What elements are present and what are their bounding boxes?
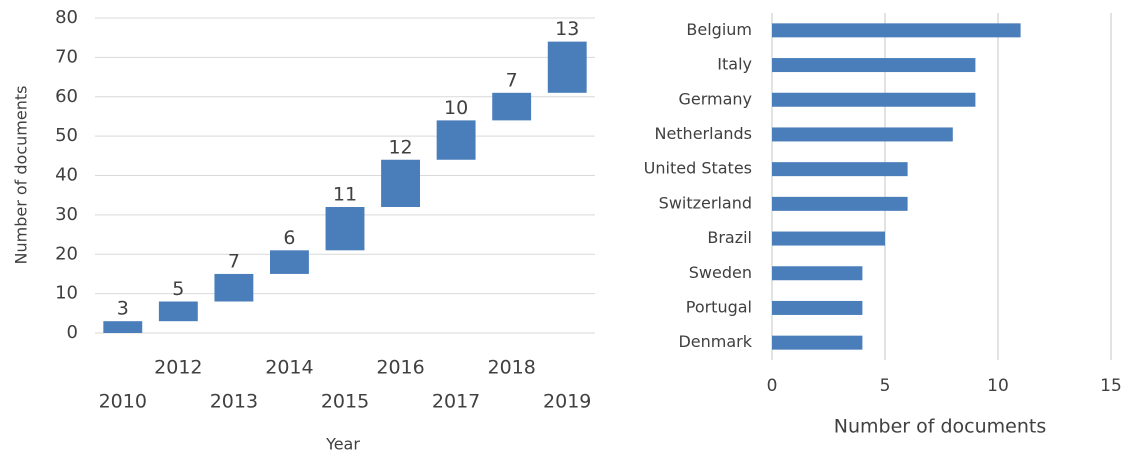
y-tick-label: 60 <box>55 86 78 107</box>
bar <box>772 127 953 142</box>
y-axis-label: Number of documents <box>12 86 31 265</box>
x-tick-label: 2016 <box>376 357 424 379</box>
y-tick-label: 20 <box>55 243 78 264</box>
bar <box>772 162 908 177</box>
bar <box>772 231 885 246</box>
value-label: 5 <box>172 278 184 300</box>
bar <box>436 120 476 160</box>
value-label: 11 <box>333 184 357 206</box>
y-tick-label: Belgium <box>686 20 752 39</box>
bar <box>772 58 976 73</box>
bar <box>103 321 143 333</box>
x-tick-label: 2019 <box>543 391 591 413</box>
x-axis-label: Number of documents <box>834 416 1046 438</box>
value-label: 7 <box>228 250 240 272</box>
y-tick-label: Brazil <box>707 228 752 247</box>
x-tick-label: 2017 <box>432 391 480 413</box>
x-tick-label: 2018 <box>487 357 535 379</box>
y-tick-label: 30 <box>55 204 78 225</box>
bar <box>214 273 254 302</box>
y-tick-label: Denmark <box>678 332 752 351</box>
value-label: 3 <box>117 298 129 320</box>
bar <box>381 159 420 207</box>
bar <box>772 23 1021 38</box>
bar <box>772 266 863 281</box>
bar <box>270 250 309 274</box>
value-label: 6 <box>283 227 295 249</box>
x-tick-label: 2010 <box>99 391 147 413</box>
y-tick-label: 10 <box>55 283 78 304</box>
bar <box>772 196 908 211</box>
y-tick-label: Italy <box>717 55 752 74</box>
x-tick-label: 10 <box>987 376 1009 396</box>
bar <box>547 41 587 93</box>
x-tick-label: 15 <box>1100 376 1122 396</box>
value-label: 7 <box>506 69 518 91</box>
y-tick-label: 80 <box>55 7 78 28</box>
x-tick-label: 0 <box>767 376 778 396</box>
value-label: 10 <box>444 97 468 119</box>
y-tick-label: 0 <box>67 322 78 343</box>
bar <box>325 207 365 251</box>
bar <box>772 92 976 107</box>
bar <box>492 92 532 121</box>
value-label: 13 <box>555 18 579 40</box>
x-tick-label: 5 <box>880 376 891 396</box>
bar <box>158 301 198 322</box>
y-tick-label: 70 <box>55 46 78 67</box>
x-tick-label: 2012 <box>154 357 202 379</box>
y-tick-label: Sweden <box>689 263 752 282</box>
y-tick-label: 40 <box>55 165 78 186</box>
y-tick-label: 50 <box>55 125 78 146</box>
bar <box>772 335 863 350</box>
bar <box>772 300 863 315</box>
y-tick-label: Netherlands <box>654 124 752 143</box>
y-tick-label: Germany <box>678 89 752 108</box>
x-axis-label: Year <box>325 435 360 454</box>
x-tick-label: 2013 <box>210 391 258 413</box>
y-tick-label: Switzerland <box>659 193 752 212</box>
y-tick-label: Portugal <box>686 297 752 316</box>
x-tick-label: 2015 <box>321 391 369 413</box>
value-label: 12 <box>388 136 412 158</box>
x-tick-label: 2014 <box>265 357 313 379</box>
y-tick-label: United States <box>644 159 752 178</box>
